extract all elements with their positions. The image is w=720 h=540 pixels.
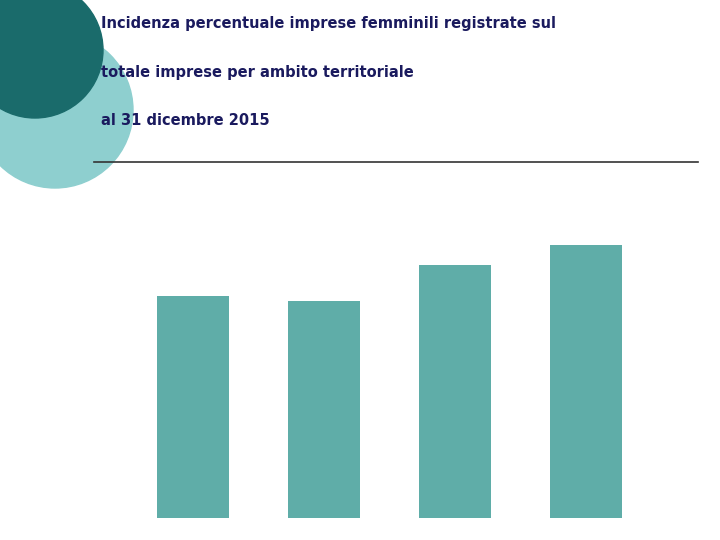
Text: totale imprese per ambito territoriale: totale imprese per ambito territoriale bbox=[101, 65, 413, 80]
Bar bbox=[288, 301, 360, 518]
Bar bbox=[419, 265, 491, 518]
Circle shape bbox=[0, 0, 103, 118]
Text: Incidenza percentuale imprese femminili registrate sul: Incidenza percentuale imprese femminili … bbox=[101, 16, 556, 31]
Bar bbox=[156, 296, 229, 518]
Text: al 31 dicembre 2015: al 31 dicembre 2015 bbox=[101, 113, 269, 129]
Circle shape bbox=[0, 32, 133, 188]
Bar bbox=[550, 245, 622, 518]
